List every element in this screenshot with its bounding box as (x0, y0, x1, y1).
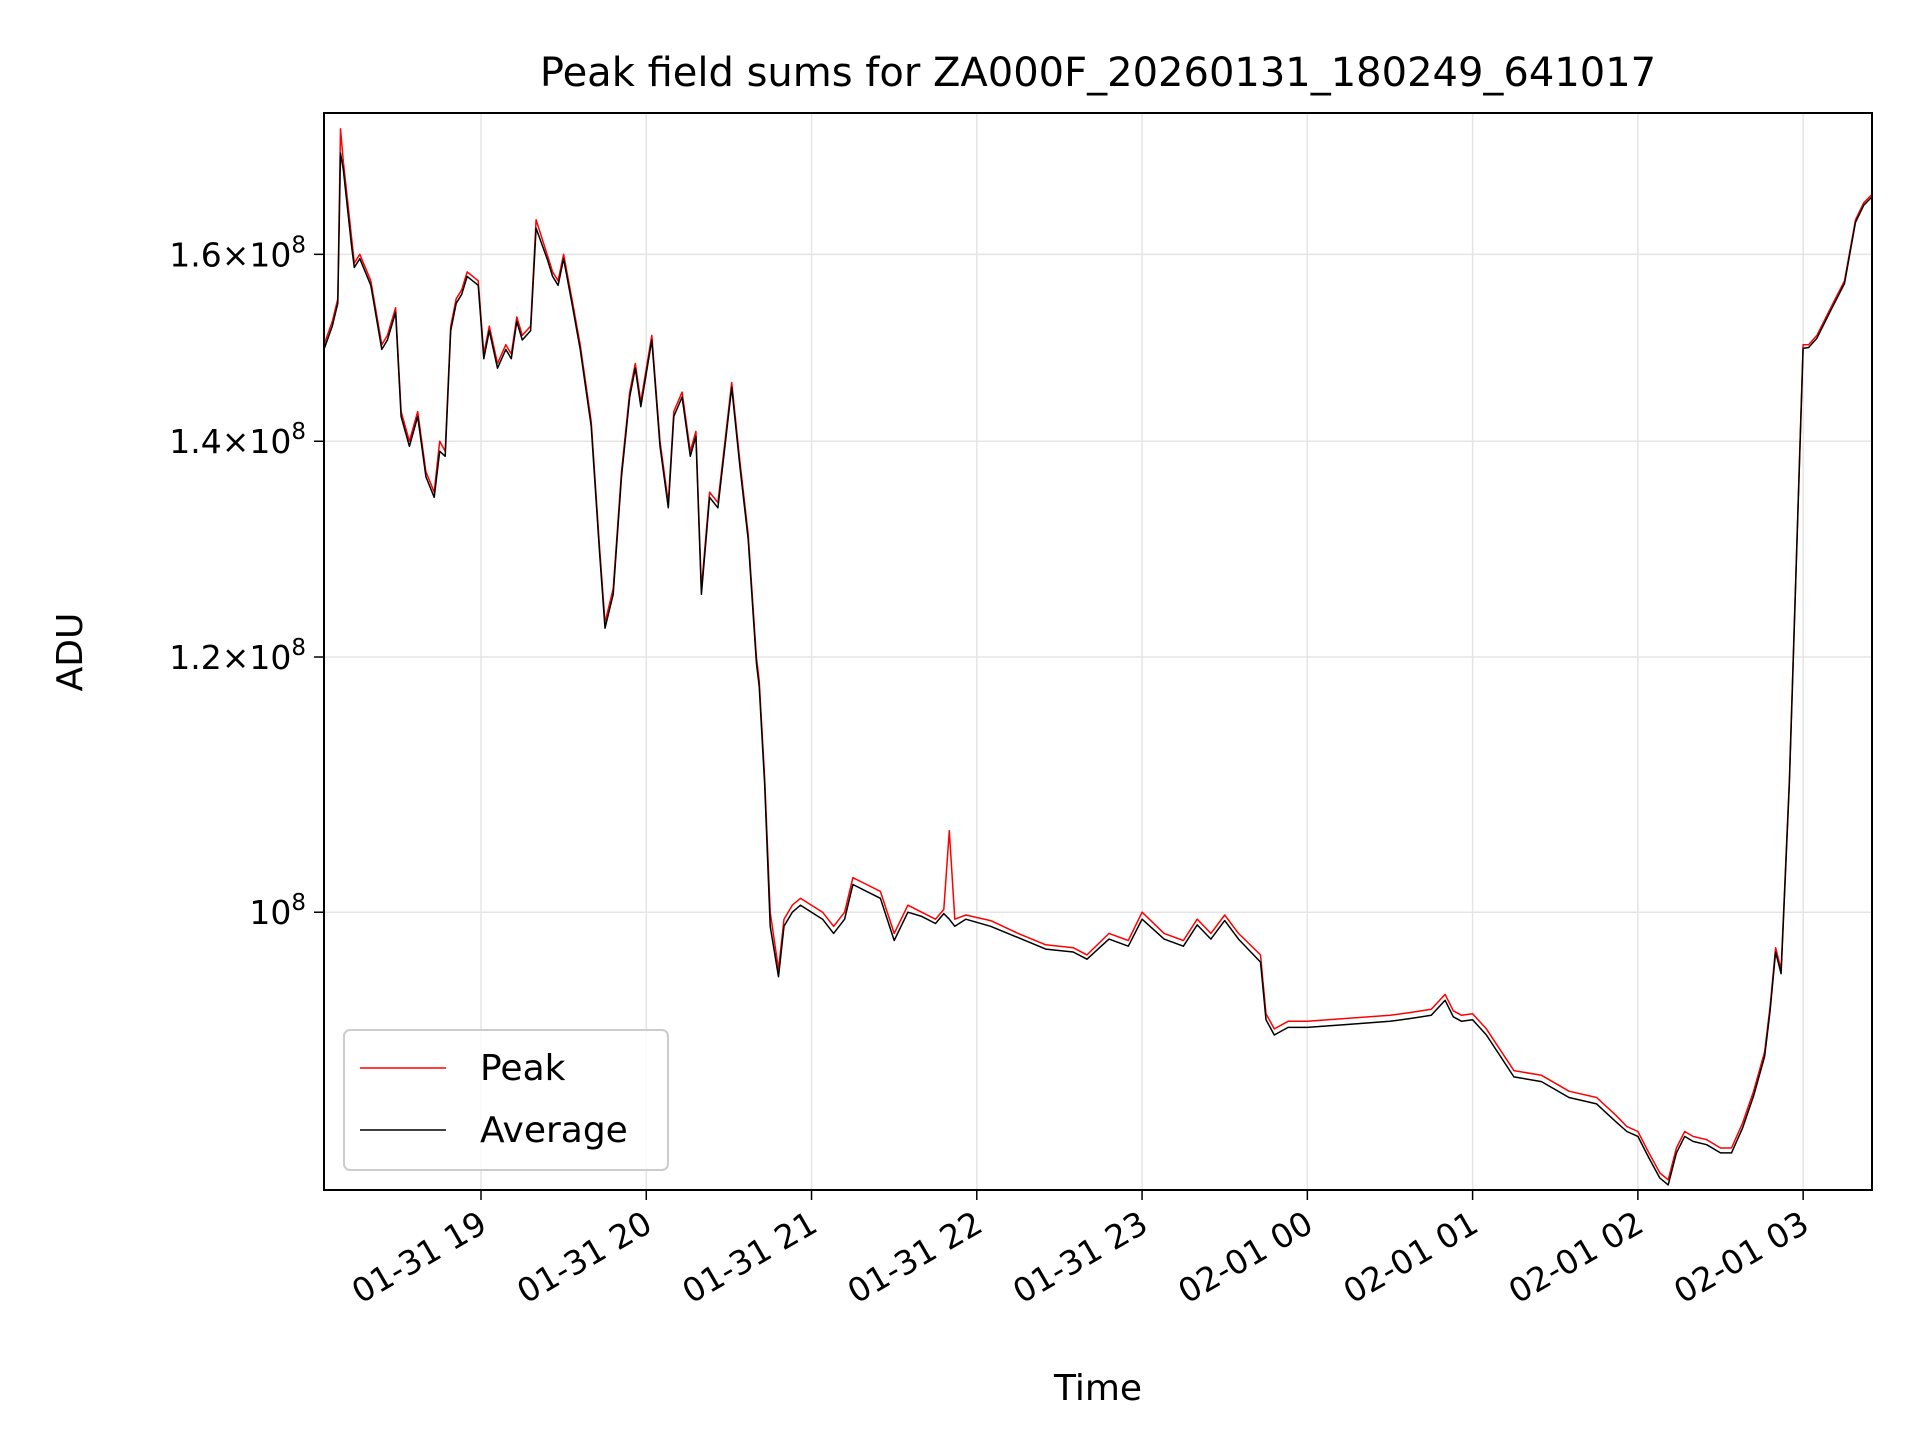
series-line-average (323, 152, 1873, 1186)
chart-title: Peak field sums for ZA000F_20260131_1802… (540, 50, 1656, 96)
legend-label-average: Average (480, 1110, 628, 1151)
y-tick-label: 1.6×108 (169, 232, 306, 274)
legend-box (343, 1029, 669, 1171)
y-tick-label: 1.2×108 (169, 635, 306, 677)
plot-frame (323, 112, 1873, 1191)
y-tick-label: 108 (249, 890, 306, 932)
y-axis: 1.6×108 1.4×108 1.2×108 108 (169, 232, 324, 932)
grid (324, 113, 1872, 1190)
legend-label-peak: Peak (480, 1048, 566, 1089)
x-axis-label: Time (1053, 1368, 1142, 1409)
series-layer (323, 128, 1873, 1186)
y-tick-label: 1.4×108 (169, 419, 306, 461)
legend: Peak Average (343, 1029, 669, 1171)
y-axis-label: ADU (50, 613, 91, 692)
